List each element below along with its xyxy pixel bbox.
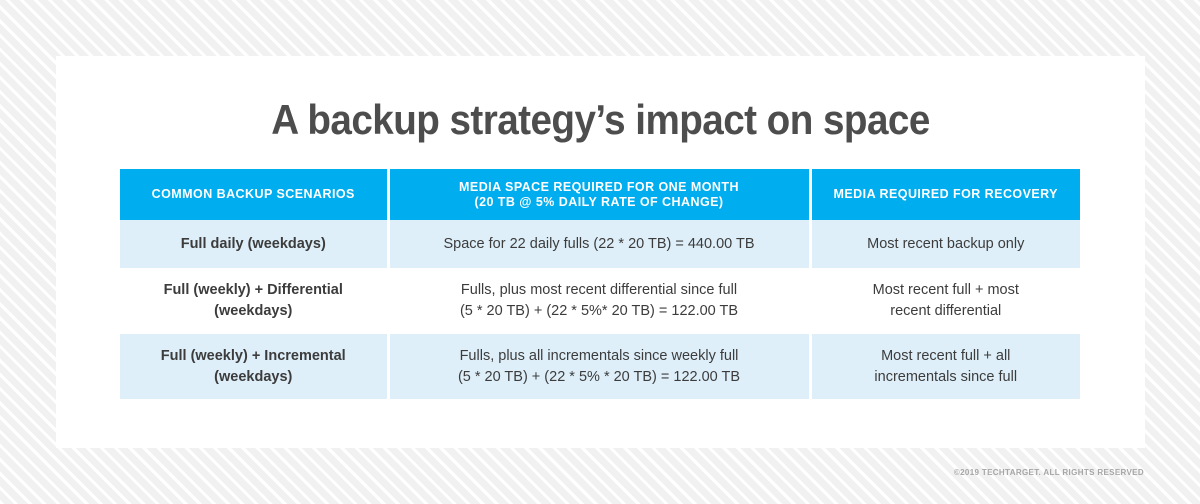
- cell-recovery: Most recent full + all incrementals sinc…: [810, 334, 1080, 399]
- cell-media-space-line2: (5 * 20 TB) + (22 * 5% * 20 TB) = 122.00…: [457, 368, 741, 385]
- cell-recovery-line1: Most recent full + most: [872, 282, 1019, 298]
- table-body: Full daily (weekdays) Space for 22 daily…: [120, 220, 1080, 399]
- cell-recovery: Most recent full + most recent different…: [810, 268, 1080, 334]
- table-row: Full daily (weekdays) Space for 22 daily…: [120, 220, 1080, 268]
- backup-strategy-table: COMMON BACKUP SCENARIOS MEDIA SPACE REQU…: [120, 169, 1080, 399]
- table-row: Full (weekly) + Differential (weekdays) …: [120, 268, 1080, 334]
- cell-scenario-line2: (weekdays): [214, 303, 293, 319]
- table-row: Full (weekly) + Incremental (weekdays) F…: [120, 334, 1080, 399]
- column-header-media-space-line2: (20 TB @ 5% DAILY RATE OF CHANGE): [474, 194, 724, 209]
- cell-recovery-line2: incrementals since full: [874, 368, 1018, 385]
- cell-media-space-line1: Fulls, plus most recent differential sin…: [460, 282, 738, 298]
- cell-scenario-line1: Full (weekly) + Differential: [163, 282, 343, 298]
- cell-recovery-line1: Most recent full + all: [881, 347, 1011, 364]
- cell-recovery: Most recent backup only: [810, 220, 1080, 268]
- cell-recovery-line2: recent differential: [890, 303, 1002, 319]
- cell-media-space: Fulls, plus most recent differential sin…: [388, 268, 812, 334]
- content-card: A backup strategy’s impact on space COMM…: [56, 56, 1145, 448]
- cell-media-space-line2: (5 * 20 TB) + (22 * 5%* 20 TB) = 122.00 …: [459, 303, 739, 319]
- cell-media-space: Fulls, plus all incrementals since weekl…: [388, 334, 812, 399]
- table-header: COMMON BACKUP SCENARIOS MEDIA SPACE REQU…: [120, 169, 1080, 220]
- column-header-scenarios-line1: COMMON BACKUP SCENARIOS: [151, 187, 355, 201]
- cell-scenario-line1: Full (weekly) + Incremental: [160, 347, 346, 364]
- cell-scenario-line1: Full daily (weekdays): [180, 235, 326, 252]
- table-header-row: COMMON BACKUP SCENARIOS MEDIA SPACE REQU…: [120, 169, 1080, 220]
- column-header-scenarios: COMMON BACKUP SCENARIOS: [120, 169, 390, 220]
- column-header-recovery: MEDIA REQUIRED FOR RECOVERY: [810, 169, 1080, 220]
- cell-scenario: Full (weekly) + Differential (weekdays): [120, 268, 390, 334]
- cell-media-space: Space for 22 daily fulls (22 * 20 TB) = …: [388, 220, 812, 268]
- cell-media-space-line1: Fulls, plus all incrementals since weekl…: [459, 347, 739, 364]
- copyright-notice: ©2019 TECHTARGET. ALL RIGHTS RESERVED: [953, 468, 1144, 477]
- column-header-media-space: MEDIA SPACE REQUIRED FOR ONE MONTH (20 T…: [388, 169, 812, 220]
- cell-recovery-line1: Most recent backup only: [867, 235, 1025, 252]
- column-header-media-space-line1: MEDIA SPACE REQUIRED FOR ONE MONTH: [459, 179, 739, 194]
- column-header-recovery-line1: MEDIA REQUIRED FOR RECOVERY: [833, 187, 1058, 201]
- cell-scenario: Full (weekly) + Incremental (weekdays): [120, 334, 390, 399]
- cell-scenario-line2: (weekdays): [214, 368, 293, 385]
- cell-scenario: Full daily (weekdays): [120, 220, 390, 268]
- page-title: A backup strategy’s impact on space: [271, 96, 930, 143]
- cell-media-space-line1: Space for 22 daily fulls (22 * 20 TB) = …: [443, 235, 755, 252]
